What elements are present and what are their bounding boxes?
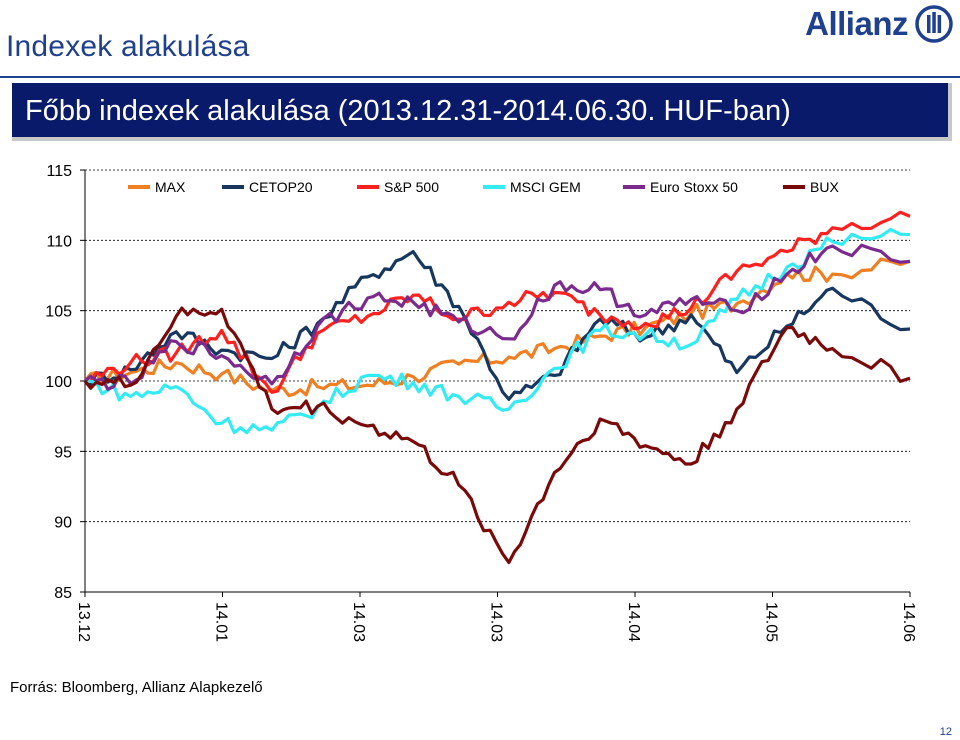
y-tick-label: 100	[45, 374, 72, 391]
x-tick-label: 14.01	[213, 602, 230, 642]
allianz-logo: Allianz	[805, 2, 954, 46]
source-note: Forrás: Bloomberg, Allianz Alapkezelő	[10, 679, 263, 696]
series-line-bux	[83, 306, 911, 565]
x-tick-label: 14.03	[488, 602, 505, 642]
x-tick-label: 14.03	[350, 602, 367, 642]
y-axis: 85 90 95 100 105 110 115	[45, 163, 86, 602]
page-title: Indexek alakulása	[6, 30, 250, 63]
series-line-cetop20	[84, 250, 911, 401]
legend: MAX CETOP20 S&P 500 MSCI GEM Euro Stoxx 50 BU…	[128, 179, 839, 195]
x-axis: 13.12 14.01 14.03 14.03 14.04 14.05 14.06	[75, 591, 917, 642]
y-tick-label: 115	[46, 163, 72, 180]
x-tick-label: 14.06	[900, 602, 917, 642]
page-number: 12	[939, 726, 952, 738]
x-tick-label: 13.12	[75, 602, 92, 642]
subtitle-banner: Főbb indexek alakulása (2013.12.31-2014.…	[12, 83, 952, 141]
y-tick-label: 110	[46, 233, 72, 250]
logo-wordmark: Allianz	[805, 5, 908, 42]
chart-subtitle: Főbb indexek alakulása (2013.12.31-2014.…	[25, 95, 791, 127]
legend-label-cetop20: CETOP20	[249, 179, 313, 195]
legend-label-max: MAX	[155, 179, 186, 195]
series-line-s-p-500	[84, 210, 911, 394]
series-line-msci-gem	[84, 227, 911, 435]
series-lines	[83, 210, 911, 565]
y-tick-label: 95	[54, 444, 72, 461]
legend-label-bux: BUX	[810, 179, 839, 195]
x-tick-label: 14.04	[625, 602, 642, 642]
legend-label-s-p-500: S&P 500	[384, 179, 439, 195]
x-tick-label: 14.05	[763, 602, 780, 642]
legend-label-euro-stoxx-50: Euro Stoxx 50	[650, 179, 738, 195]
y-tick-label: 105	[45, 304, 72, 321]
legend-label-msci-gem: MSCI GEM	[510, 179, 581, 195]
header-rule	[0, 76, 960, 78]
series-line-euro-stoxx-50	[83, 243, 911, 391]
allianz-eagle-icon	[915, 5, 953, 43]
y-tick-label: 85	[54, 585, 72, 602]
y-tick-label: 90	[54, 515, 72, 532]
